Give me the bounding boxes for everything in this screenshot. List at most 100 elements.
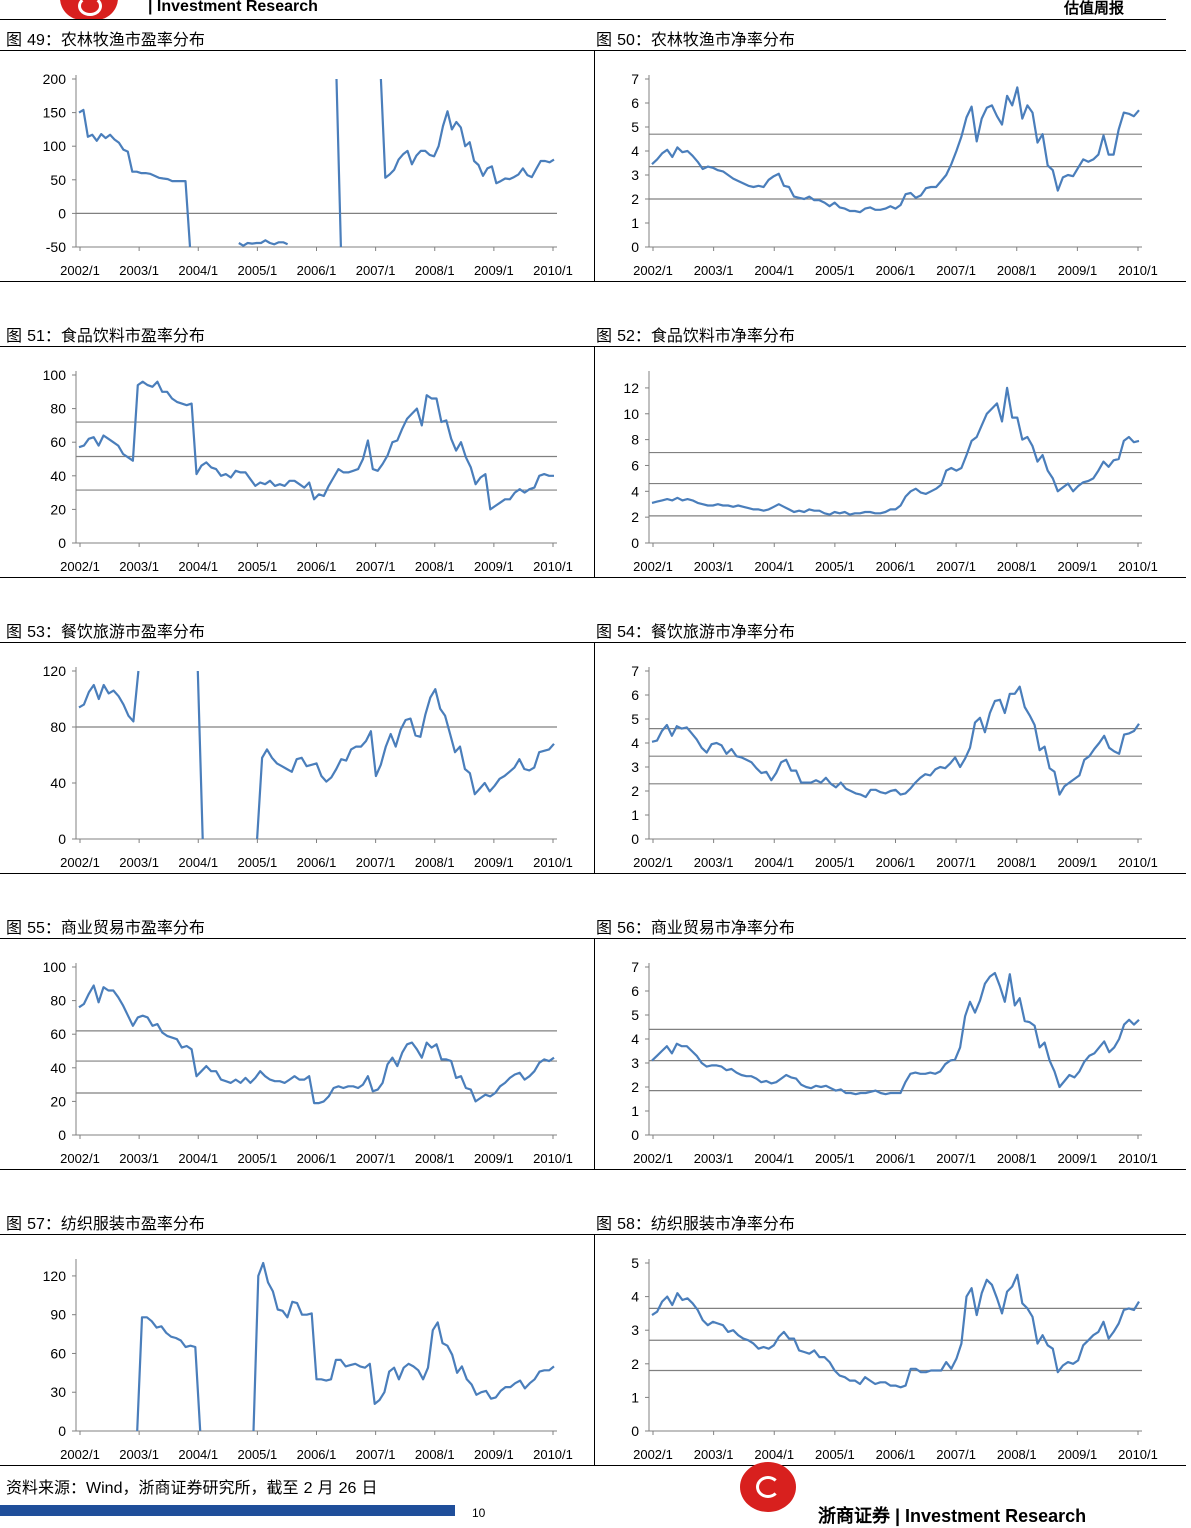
x-tick-label: 2006/1 (297, 1447, 337, 1462)
x-tick-label: 2004/1 (178, 263, 218, 278)
chart-panel-fig52: 0 2 4 6 8 10 12 2002/1 2003/1 2004/1 2005/1 2006/1 2… (594, 346, 1186, 578)
y-tick-label: 60 (50, 1026, 66, 1042)
chart-svg: 0 40 80 120 2002/1 2003/1 2004/1 2005/1 2006/1 20… (43, 663, 573, 870)
y-tick-label: 0 (631, 1423, 639, 1439)
x-tick-label: 2003/1 (119, 855, 159, 870)
x-tick-label: 2006/1 (297, 263, 337, 278)
y-tick-label: 80 (50, 993, 66, 1009)
x-tick-label: 2004/1 (178, 1447, 218, 1462)
x-tick-label: 2009/1 (474, 855, 514, 870)
y-tick-label: -50 (46, 239, 66, 255)
y-tick-label: 20 (50, 501, 66, 517)
y-tick-label: 5 (631, 119, 639, 135)
x-tick-label: 2010/1 (533, 1447, 573, 1462)
x-tick-label: 2005/1 (815, 559, 855, 574)
chart-panel-fig49: -50 0 50 100 150 200 2002/1 2003/1 2004/1 2005/1 2… (0, 50, 595, 282)
y-tick-label: 0 (631, 1127, 639, 1143)
y-tick-label: 6 (631, 983, 639, 999)
x-tick-label: 2008/1 (997, 263, 1037, 278)
x-tick-label: 2003/1 (119, 559, 159, 574)
y-tick-label: 3 (631, 1055, 639, 1071)
chart-panel-fig50: 0 1 2 3 4 5 6 7 2002/1 2003/1 2004/1 2005/1 2006/1 20… (594, 50, 1186, 282)
chart-svg: 0 2 4 6 8 10 12 2002/1 2003/1 2004/1 2005/1 2006/1 2… (623, 371, 1158, 574)
x-tick-label: 2008/1 (415, 1151, 455, 1166)
y-tick-label: 200 (43, 71, 67, 87)
y-tick-label: 4 (631, 1031, 639, 1047)
x-tick-label: 2009/1 (1057, 855, 1097, 870)
x-tick-label: 2009/1 (1057, 263, 1097, 278)
x-tick-label: 2004/1 (178, 559, 218, 574)
y-tick-label: 90 (50, 1307, 66, 1323)
y-tick-label: 1 (631, 807, 639, 823)
chart-title: 图 50：农林牧渔市净率分布 (596, 30, 795, 49)
x-tick-label: 2002/1 (60, 263, 100, 278)
y-tick-label: 4 (631, 143, 639, 159)
source-note: 资料来源：Wind，浙商证券研究所，截至 2 月 26 日 (6, 1478, 378, 1497)
x-tick-label: 2005/1 (237, 1447, 277, 1462)
y-tick-label: 60 (50, 1345, 66, 1361)
x-tick-label: 2009/1 (1057, 559, 1097, 574)
y-tick-label: 12 (623, 380, 639, 396)
chart-svg: 0 30 60 90 120 2002/1 2003/1 2004/1 2005/1 2006/1… (43, 1259, 573, 1462)
y-tick-label: 3 (631, 1322, 639, 1338)
x-tick-label: 2004/1 (754, 855, 794, 870)
x-tick-label: 2003/1 (119, 1151, 159, 1166)
y-tick-label: 5 (631, 1255, 639, 1271)
x-tick-label: 2002/1 (633, 1151, 673, 1166)
y-tick-label: 100 (43, 138, 67, 154)
chart-title: 图 51：食品饮料市盈率分布 (6, 326, 205, 345)
y-tick-label: 40 (50, 775, 66, 791)
x-tick-label: 2006/1 (876, 263, 916, 278)
y-tick-label: 2 (631, 1356, 639, 1372)
series-line (78, 78, 555, 248)
header-rule (0, 19, 1166, 20)
series-line (136, 1261, 555, 1432)
y-tick-label: 0 (58, 1423, 66, 1439)
y-tick-label: 4 (631, 735, 639, 751)
x-tick-label: 2010/1 (1118, 263, 1158, 278)
chart-title: 图 57：纺织服装市盈率分布 (6, 1214, 205, 1233)
series-line (651, 86, 1140, 214)
chart-title: 图 53：餐饮旅游市盈率分布 (6, 622, 205, 641)
x-tick-label: 2006/1 (876, 1447, 916, 1462)
x-tick-label: 2006/1 (876, 1151, 916, 1166)
x-tick-label: 2009/1 (474, 1151, 514, 1166)
chart-title: 图 52：食品饮料市净率分布 (596, 326, 795, 345)
y-tick-label: 120 (43, 1268, 67, 1284)
y-tick-label: 60 (50, 434, 66, 450)
chart-title: 图 56：商业贸易市净率分布 (596, 918, 795, 937)
y-tick-label: 1 (631, 1103, 639, 1119)
chart-svg: 0 1 2 3 4 5 2002/1 2003/1 2004/1 2005/1 2006/1 2007… (631, 1255, 1158, 1462)
x-tick-label: 2002/1 (633, 559, 673, 574)
x-tick-label: 2006/1 (876, 559, 916, 574)
x-tick-label: 2002/1 (633, 855, 673, 870)
chart-svg: 0 20 40 60 80 100 2002/1 2003/1 2004/1 2005/1 2006… (43, 367, 573, 574)
x-tick-label: 2002/1 (633, 1447, 673, 1462)
y-tick-label: 3 (631, 167, 639, 183)
chart-title: 图 49：农林牧渔市盈率分布 (6, 30, 205, 49)
x-tick-label: 2006/1 (297, 1151, 337, 1166)
series-line (651, 386, 1140, 516)
x-tick-label: 2008/1 (997, 1447, 1037, 1462)
x-tick-label: 2002/1 (60, 1151, 100, 1166)
x-tick-label: 2003/1 (119, 263, 159, 278)
y-tick-label: 6 (631, 95, 639, 111)
x-tick-label: 2005/1 (815, 1447, 855, 1462)
x-tick-label: 2010/1 (533, 855, 573, 870)
y-tick-label: 6 (631, 457, 639, 473)
x-tick-label: 2009/1 (474, 1447, 514, 1462)
y-tick-label: 100 (43, 367, 67, 383)
y-tick-label: 4 (631, 1289, 639, 1305)
x-tick-label: 2009/1 (1057, 1151, 1097, 1166)
x-tick-label: 2002/1 (60, 855, 100, 870)
y-tick-label: 1 (631, 215, 639, 231)
y-tick-label: 2 (631, 191, 639, 207)
x-tick-label: 2005/1 (815, 855, 855, 870)
x-tick-label: 2006/1 (297, 855, 337, 870)
x-tick-label: 2008/1 (415, 263, 455, 278)
y-tick-label: 80 (50, 401, 66, 417)
x-tick-label: 2007/1 (936, 1447, 976, 1462)
chart-title: 图 55：商业贸易市盈率分布 (6, 918, 205, 937)
x-tick-label: 2004/1 (754, 1447, 794, 1462)
x-tick-label: 2009/1 (474, 263, 514, 278)
